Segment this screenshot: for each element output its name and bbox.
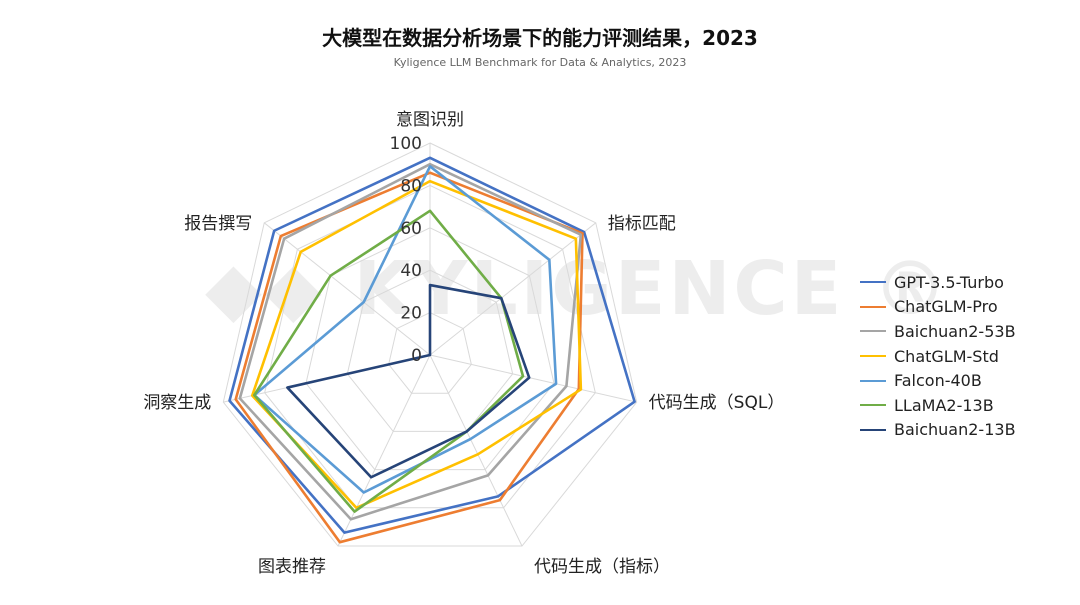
grid-ring — [388, 312, 472, 394]
axis-label: 洞察生成 — [143, 393, 211, 413]
chart-subtitle: Kyligence LLM Benchmark for Data & Analy… — [393, 56, 687, 69]
legend-item: ChatGLM-Std — [860, 344, 1016, 369]
chart-title: 大模型在数据分析场景下的能力评测结果，2023 — [322, 26, 758, 50]
axis-label: 意图识别 — [396, 110, 464, 130]
grid-ring — [264, 184, 596, 509]
series-line-gpt-3-5-turbo — [228, 156, 636, 534]
legend-item: Baichuan2-53B — [860, 319, 1016, 344]
tick-label: 100 — [390, 134, 422, 154]
series-line-baichuan2-13b — [286, 283, 531, 479]
legend-swatch — [860, 330, 886, 333]
legend-label: GPT-3.5-Turbo — [894, 272, 1004, 292]
legend-swatch — [860, 305, 886, 308]
legend-label: Baichuan2-13B — [894, 420, 1016, 440]
axis-label: 报告撰写 — [184, 214, 252, 234]
legend-item: ChatGLM-Pro — [860, 295, 1016, 320]
grid-spoke — [337, 354, 431, 547]
grid-ring — [222, 142, 638, 547]
tick-label: 20 — [400, 304, 422, 324]
legend-swatch — [860, 404, 886, 407]
series-line-baichuan2-53b — [238, 162, 583, 521]
series-line-chatglm-std — [250, 179, 583, 510]
legend-swatch — [860, 281, 886, 284]
legend: GPT-3.5-Turbo ChatGLM-Pro Baichuan2-53B Cha… — [860, 270, 1016, 442]
tick-label: 80 — [400, 176, 422, 196]
grid-spoke — [263, 222, 431, 356]
legend-swatch — [860, 379, 886, 382]
legend-item: GPT-3.5-Turbo — [860, 270, 1016, 295]
tick-label: 40 — [400, 261, 422, 281]
tick-label: 0 — [411, 346, 422, 366]
tick-label: 60 — [400, 219, 422, 239]
legend-label: Falcon-40B — [894, 371, 982, 391]
grid-spoke — [429, 354, 637, 403]
axis-label: 代码生成（指标） — [534, 557, 670, 577]
grid-ring — [346, 269, 514, 432]
legend-label: Baichuan2-53B — [894, 321, 1016, 341]
legend-label: ChatGLM-Std — [894, 346, 999, 366]
legend-item: LLaMA2-13B — [860, 393, 1016, 418]
axis-label: 图表推荐 — [258, 557, 326, 577]
legend-item: Baichuan2-13B — [860, 418, 1016, 443]
legend-swatch — [860, 355, 886, 358]
grid-ring — [305, 227, 555, 471]
axis-label: 指标匹配 — [608, 214, 676, 234]
grid-spoke — [429, 222, 597, 356]
axis-label: 代码生成（SQL） — [649, 393, 785, 413]
legend-label: ChatGLM-Pro — [894, 297, 998, 317]
legend-label: LLaMA2-13B — [894, 395, 994, 415]
grid-spoke — [429, 354, 523, 547]
legend-item: Falcon-40B — [860, 368, 1016, 393]
series-line-chatglm-pro — [234, 171, 584, 544]
legend-swatch — [860, 428, 886, 431]
